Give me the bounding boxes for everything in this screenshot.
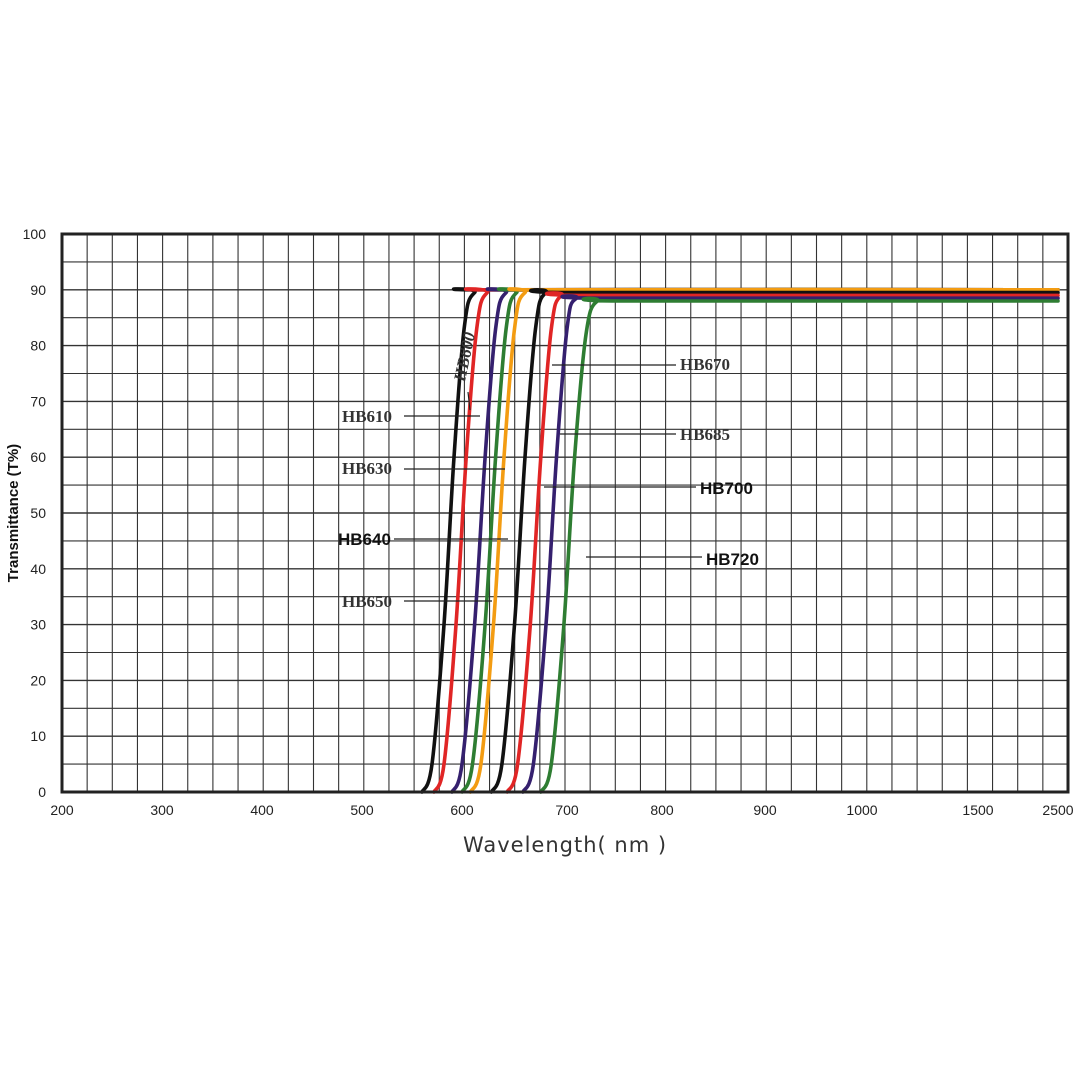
- x-tick-label: 700: [555, 802, 579, 818]
- annotation-labels: HB600HB610HB630HB640HB650HB670HB685HB700…: [338, 330, 759, 611]
- x-tick-label: 300: [150, 802, 174, 818]
- x-tick-label: 600: [450, 802, 474, 818]
- series-curves: [420, 287, 1060, 794]
- y-tick-labels: 0 10 20 30 40 50 60 70 80 90 100: [23, 226, 47, 800]
- y-tick-label: 10: [30, 728, 46, 744]
- annotation-label: HB685: [680, 425, 730, 444]
- series-hb650: [468, 287, 1060, 794]
- x-tick-label: 200: [50, 802, 74, 818]
- y-tick-label: 70: [30, 393, 46, 409]
- annotation-label: HB720: [706, 550, 759, 569]
- x-tick-label: 800: [650, 802, 674, 818]
- x-tick-label: 900: [753, 802, 777, 818]
- x-tick-label: 1000: [846, 802, 877, 818]
- annotation-leaders: [394, 364, 702, 602]
- y-tick-label: 50: [30, 505, 46, 521]
- series-hb700: [521, 294, 1060, 794]
- x-axis-label: Wavelength( nm ): [463, 833, 667, 857]
- grid: [62, 234, 1068, 792]
- annotation-leader: [467, 391, 471, 411]
- x-tick-label: 2500: [1042, 802, 1073, 818]
- plot-frame: [60, 232, 1070, 794]
- y-tick-label: 40: [30, 561, 46, 577]
- series-hb720: [539, 296, 1060, 794]
- y-tick-label: 100: [23, 226, 47, 242]
- annotation-label: HB700: [700, 479, 753, 498]
- x-tick-label: 500: [350, 802, 374, 818]
- annotation-label: HB630: [342, 459, 392, 478]
- y-tick-label: 20: [30, 672, 46, 688]
- series-hb685: [505, 291, 1060, 794]
- annotation-label: HB650: [342, 592, 392, 611]
- y-tick-label: 0: [38, 784, 46, 800]
- y-tick-label: 90: [30, 282, 46, 298]
- y-tick-label: 30: [30, 617, 46, 633]
- y-tick-label: 80: [30, 338, 46, 354]
- x-tick-label: 1500: [962, 802, 993, 818]
- annotation-label: HB640: [338, 530, 391, 549]
- annotation-label: HB670: [680, 355, 730, 374]
- y-axis-label: Transmittance (T%): [5, 444, 22, 582]
- x-tick-labels: 200 300 400 500 600 700 800 900 1000 1500 2500: [50, 802, 1073, 818]
- annotation-label: HB610: [342, 407, 392, 426]
- x-tick-label: 400: [250, 802, 274, 818]
- series-hb670: [489, 288, 1060, 794]
- y-tick-label: 60: [30, 449, 46, 465]
